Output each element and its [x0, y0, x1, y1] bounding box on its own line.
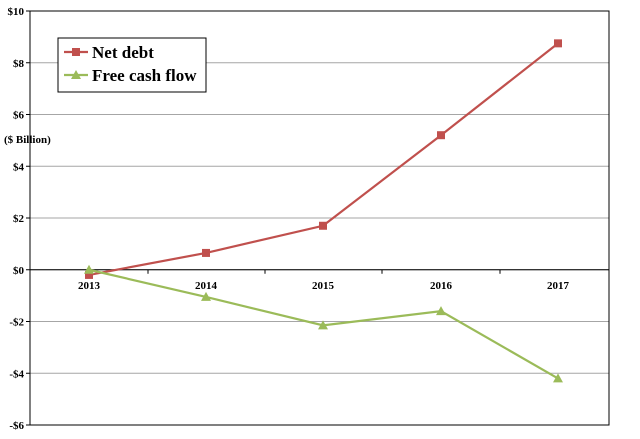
- y-tick-label: -$4: [9, 368, 24, 380]
- legend-marker: [72, 48, 80, 56]
- x-tick-label: 2015: [312, 280, 335, 292]
- legend-label: Net debt: [92, 43, 154, 62]
- x-tick-label: 2016: [430, 280, 453, 292]
- y-tick-labels: $10 $8 $6 $4 $2 $0 -$2 -$4 -$6: [8, 6, 25, 432]
- legend: Net debt Free cash flow: [57, 37, 207, 93]
- data-point: [437, 131, 445, 140]
- data-point: [554, 39, 562, 48]
- y-tick-label: $10: [8, 6, 25, 18]
- y-axis-unit-label: ($ Billion): [4, 134, 51, 146]
- y-tick-label: $8: [13, 58, 25, 70]
- y-tick-label: $2: [13, 213, 25, 225]
- data-point: [202, 248, 210, 257]
- data-point: [85, 270, 93, 279]
- data-point: [318, 320, 328, 330]
- data-point: [201, 291, 211, 301]
- x-tick-label: 2014: [195, 280, 218, 292]
- data-point: [436, 306, 446, 316]
- y-tick-label: $4: [13, 161, 25, 173]
- y-tick-label: $0: [13, 265, 25, 277]
- y-tick-label: -$6: [9, 420, 24, 432]
- legend-marker: [71, 70, 81, 79]
- data-point: [84, 264, 94, 274]
- data-point: [553, 373, 563, 383]
- axes: [26, 10, 610, 426]
- series: [84, 39, 563, 383]
- x-tick-labels: 2013 2014 2015 2016 2017: [78, 280, 570, 292]
- x-tick-label: 2013: [78, 280, 101, 292]
- y-tick-label: -$2: [9, 317, 24, 329]
- y-tick-label: $6: [13, 110, 25, 122]
- x-tick-label: 2017: [547, 280, 570, 292]
- legend-box: [57, 37, 207, 93]
- legend-label: Free cash flow: [92, 66, 197, 85]
- data-point: [319, 221, 327, 230]
